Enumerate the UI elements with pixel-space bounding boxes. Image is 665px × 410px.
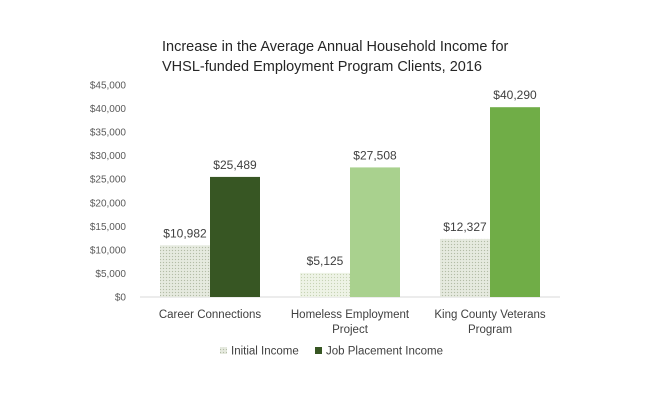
- category-label: Program: [468, 324, 512, 336]
- y-tick-label: $35,000: [90, 128, 127, 139]
- chart-title-line: VHSL-funded Employment Program Clients, …: [162, 59, 482, 75]
- category-label: Career Connections: [159, 309, 262, 321]
- data-label: $25,489: [213, 158, 257, 172]
- y-tick-label: $20,000: [90, 198, 127, 209]
- legend-label: Initial Income: [231, 346, 299, 358]
- initial-income-bar: [160, 245, 210, 297]
- category-label: Project: [332, 324, 369, 336]
- job-placement-income-bar: [490, 107, 540, 297]
- legend-label: Job Placement Income: [326, 346, 443, 358]
- y-tick-label: $25,000: [90, 175, 127, 186]
- y-tick-label: $45,000: [90, 81, 127, 92]
- category-label: King County Veterans: [434, 309, 545, 321]
- data-label: $27,508: [353, 148, 397, 162]
- legend-swatch: [315, 347, 322, 354]
- x-axis-categories: Career Connections Homeless Employment Pro…: [159, 309, 546, 336]
- chart-title: Increase in the Average Annual Household…: [162, 39, 509, 75]
- data-labels: $10,982 $25,489 $5,125 $27,508 $12,327 $40,29…: [163, 88, 537, 268]
- y-tick-label: $30,000: [90, 151, 127, 162]
- job-placement-income-bar: [350, 167, 400, 297]
- data-label: $5,125: [307, 254, 344, 268]
- y-tick-label: $40,000: [90, 104, 127, 115]
- initial-income-bar: [300, 272, 350, 297]
- legend-swatch: [220, 347, 227, 354]
- data-label: $40,290: [493, 88, 537, 102]
- y-tick-label: $10,000: [90, 245, 127, 256]
- y-tick-label: $15,000: [90, 222, 127, 233]
- y-tick-label: $5,000: [95, 269, 126, 280]
- category-label: Homeless Employment: [291, 309, 410, 321]
- job-placement-income-bar: [210, 176, 260, 297]
- data-label: $10,982: [163, 226, 207, 240]
- data-label: $12,327: [443, 220, 487, 234]
- legend: Initial Income Job Placement Income: [220, 346, 443, 358]
- chart-title-line: Increase in the Average Annual Household…: [162, 39, 509, 55]
- initial-income-bar: [440, 238, 490, 297]
- y-tick-label: $0: [115, 293, 127, 304]
- bars: [160, 107, 540, 297]
